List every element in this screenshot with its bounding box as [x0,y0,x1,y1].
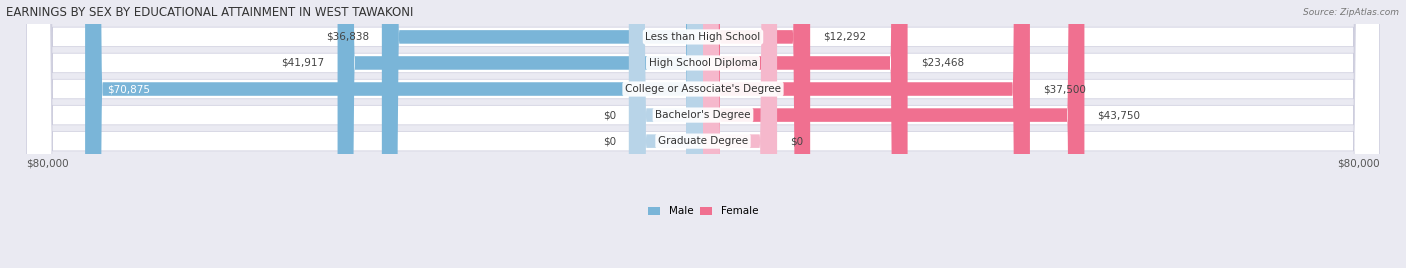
FancyBboxPatch shape [27,0,1379,268]
Text: $37,500: $37,500 [1043,84,1085,94]
Text: $80,000: $80,000 [1337,158,1379,168]
FancyBboxPatch shape [337,0,703,268]
FancyBboxPatch shape [27,0,1379,268]
FancyBboxPatch shape [703,0,1031,268]
Text: $70,875: $70,875 [107,84,150,94]
Legend: Male, Female: Male, Female [644,202,762,221]
Text: $23,468: $23,468 [921,58,963,68]
FancyBboxPatch shape [628,0,703,268]
Text: $0: $0 [790,136,803,146]
FancyBboxPatch shape [628,0,703,268]
FancyBboxPatch shape [27,0,1379,268]
Text: $0: $0 [603,136,616,146]
FancyBboxPatch shape [27,0,1379,268]
Text: EARNINGS BY SEX BY EDUCATIONAL ATTAINMENT IN WEST TAWAKONI: EARNINGS BY SEX BY EDUCATIONAL ATTAINMEN… [6,6,413,18]
FancyBboxPatch shape [382,0,703,268]
Text: $43,750: $43,750 [1098,110,1140,120]
FancyBboxPatch shape [703,0,810,268]
FancyBboxPatch shape [86,0,703,268]
FancyBboxPatch shape [703,0,908,268]
Text: $12,292: $12,292 [824,32,866,42]
Text: $0: $0 [603,110,616,120]
Text: Bachelor's Degree: Bachelor's Degree [655,110,751,120]
Text: High School Diploma: High School Diploma [648,58,758,68]
FancyBboxPatch shape [27,0,1379,268]
Text: College or Associate's Degree: College or Associate's Degree [626,84,780,94]
Text: $36,838: $36,838 [326,32,368,42]
FancyBboxPatch shape [703,0,778,268]
FancyBboxPatch shape [703,0,1084,268]
Text: Source: ZipAtlas.com: Source: ZipAtlas.com [1303,8,1399,17]
Text: $41,917: $41,917 [281,58,325,68]
Text: $80,000: $80,000 [27,158,69,168]
Text: Graduate Degree: Graduate Degree [658,136,748,146]
Text: Less than High School: Less than High School [645,32,761,42]
